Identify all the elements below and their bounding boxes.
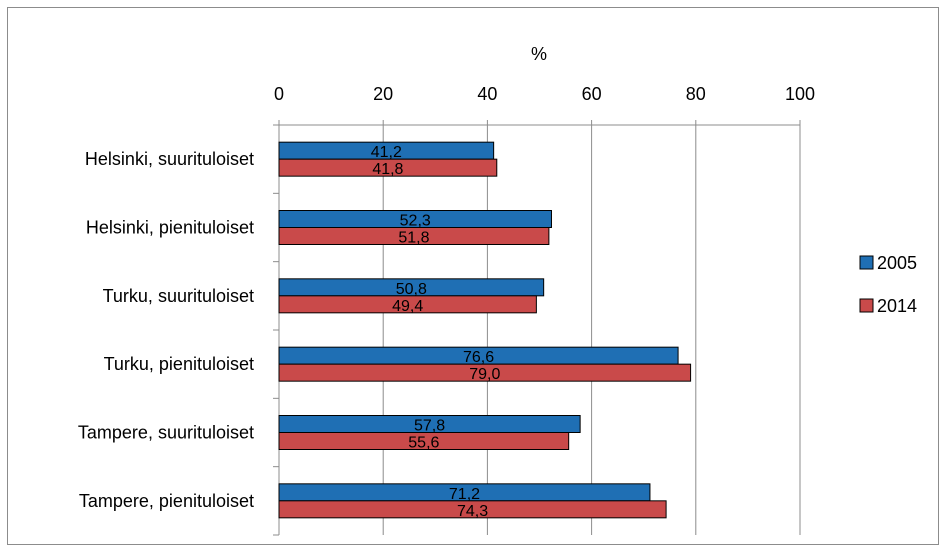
data-label: 52,3: [400, 213, 431, 230]
x-axis-title: %: [531, 44, 547, 64]
x-tick-label: 40: [477, 84, 497, 104]
x-tick-label: 100: [785, 84, 815, 104]
legend-swatch: [860, 256, 873, 269]
data-label: 49,4: [392, 298, 423, 315]
x-tick-label: 60: [582, 84, 602, 104]
data-label: 57,8: [414, 418, 445, 435]
data-label: 74,3: [457, 503, 488, 520]
category-label: Turku, pienituloiset: [104, 354, 254, 374]
x-tick-label: 80: [686, 84, 706, 104]
data-label: 50,8: [396, 281, 427, 298]
category-label: Tampere, suurituloiset: [78, 423, 254, 443]
data-label: 55,6: [408, 435, 439, 452]
data-label: 41,8: [372, 161, 403, 178]
category-label: Helsinki, suurituloiset: [85, 149, 254, 169]
legend-label: 2005: [877, 253, 917, 273]
x-tick-label: 0: [274, 84, 284, 104]
gridlines: [383, 125, 800, 535]
category-label: Tampere, pienituloiset: [79, 491, 254, 511]
category-label: Turku, suurituloiset: [103, 286, 254, 306]
legend-swatch: [860, 299, 873, 312]
legend: 2005 2014: [860, 253, 917, 316]
data-label: 41,2: [371, 144, 402, 161]
data-label: 79,0: [469, 366, 500, 383]
bars: [279, 142, 691, 518]
data-label: 71,2: [449, 486, 480, 503]
category-label: Helsinki, pienituloiset: [86, 218, 254, 238]
x-tick-label: 20: [373, 84, 393, 104]
data-label: 76,6: [463, 349, 494, 366]
legend-label: 2014: [877, 296, 917, 316]
data-label: 51,8: [398, 230, 429, 247]
axes: [273, 120, 800, 535]
